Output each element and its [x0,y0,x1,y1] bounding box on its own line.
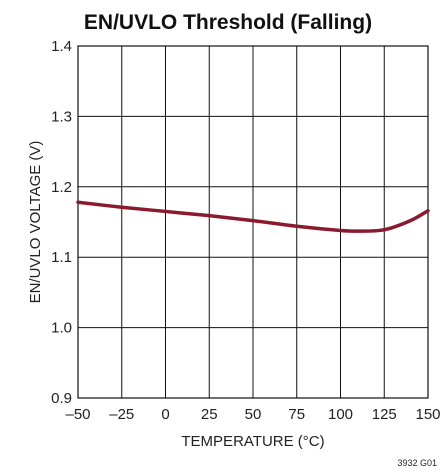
x-tick-label: 50 [245,406,262,423]
x-tick-label: 150 [415,406,440,423]
x-tick-labels: –50 –25 0 25 50 75 100 125 150 [65,406,440,423]
x-tick-label: –50 [65,406,90,423]
x-tick-label: 100 [328,406,353,423]
y-axis-label: EN/UVLO VOLTAGE (V) [27,141,44,304]
y-tick-label: 1.3 [51,108,72,125]
y-tick-label: 1.2 [51,179,72,196]
y-tick-label: 0.9 [51,390,72,407]
y-tick-label: 1.0 [51,320,72,337]
figure-code: 3932 G01 [397,458,437,468]
y-tick-labels: 0.9 1.0 1.1 1.2 1.3 1.4 [51,38,72,407]
x-axis-label: TEMPERATURE (°C) [181,433,324,450]
x-tick-label: 125 [372,406,397,423]
y-tick-label: 1.4 [51,38,72,55]
x-tick-label: 0 [161,406,169,423]
x-tick-label: 25 [201,406,218,423]
series-line [76,200,430,233]
plot-frame [77,45,429,399]
chart-title: EN/UVLO Threshold (Falling) [84,11,372,34]
x-tick-label: 75 [288,406,305,423]
y-tick-label: 1.1 [51,249,72,266]
x-tick-label: –25 [109,406,134,423]
